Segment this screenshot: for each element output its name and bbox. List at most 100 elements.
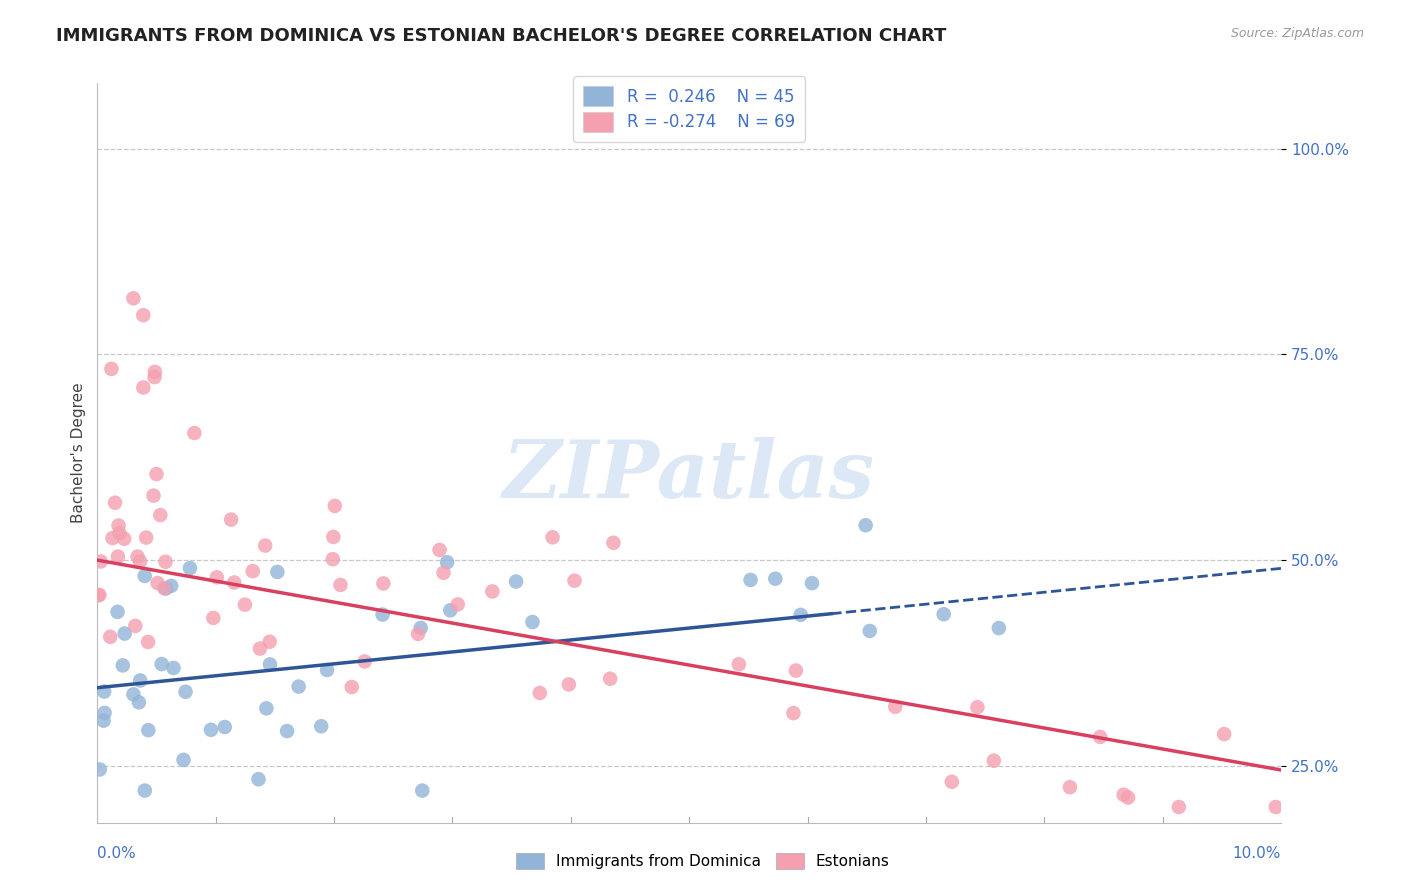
Point <box>149 508 172 522</box>
Point <box>740 573 762 587</box>
Text: 10.0%: 10.0% <box>1233 846 1281 861</box>
Point <box>541 530 564 544</box>
Point <box>134 569 156 583</box>
Point <box>224 575 246 590</box>
Point <box>143 370 166 384</box>
Point <box>129 673 152 688</box>
Point <box>558 677 581 691</box>
Point <box>1213 727 1236 741</box>
Point <box>316 663 339 677</box>
Point <box>127 549 149 564</box>
Point <box>183 425 205 440</box>
Point <box>763 572 786 586</box>
Point <box>142 489 165 503</box>
Point <box>522 615 544 629</box>
Point <box>353 655 375 669</box>
Point <box>93 714 115 728</box>
Point <box>219 512 242 526</box>
Point <box>564 574 586 588</box>
Point <box>145 467 167 481</box>
Point <box>254 701 277 715</box>
Point <box>107 518 129 533</box>
Point <box>150 657 173 671</box>
Point <box>411 783 433 797</box>
Point <box>214 720 236 734</box>
Point <box>153 581 176 595</box>
Point <box>160 579 183 593</box>
Point <box>205 570 228 584</box>
Point <box>801 576 824 591</box>
Point <box>855 518 877 533</box>
Point <box>276 724 298 739</box>
Point <box>789 607 811 622</box>
Point <box>112 532 135 546</box>
Point <box>107 605 129 619</box>
Point <box>259 634 281 648</box>
Point <box>859 624 882 638</box>
Point <box>134 783 156 797</box>
Point <box>114 626 136 640</box>
Point <box>155 582 177 596</box>
Point <box>135 531 157 545</box>
Point <box>782 706 804 720</box>
Point <box>136 635 159 649</box>
Point <box>602 536 624 550</box>
Legend: Immigrants from Dominica, Estonians: Immigrants from Dominica, Estonians <box>510 847 896 875</box>
Point <box>93 684 115 698</box>
Point <box>242 564 264 578</box>
Point <box>100 362 122 376</box>
Point <box>429 543 451 558</box>
Point <box>122 687 145 701</box>
Point <box>155 555 177 569</box>
Point <box>104 496 127 510</box>
Point <box>481 584 503 599</box>
Point <box>124 619 146 633</box>
Point <box>111 658 134 673</box>
Point <box>108 526 131 541</box>
Point <box>129 554 152 568</box>
Point <box>329 578 352 592</box>
Point <box>247 772 270 787</box>
Text: ZIPatlas: ZIPatlas <box>503 436 876 514</box>
Legend: R =  0.246    N = 45, R = -0.274    N = 69: R = 0.246 N = 45, R = -0.274 N = 69 <box>574 77 806 142</box>
Point <box>259 657 281 672</box>
Point <box>98 630 121 644</box>
Point <box>406 627 429 641</box>
Point <box>202 611 225 625</box>
Point <box>599 672 621 686</box>
Point <box>447 598 470 612</box>
Point <box>254 539 277 553</box>
Point <box>173 753 195 767</box>
Point <box>174 685 197 699</box>
Point <box>266 565 288 579</box>
Point <box>309 719 332 733</box>
Point <box>409 621 432 635</box>
Text: 0.0%: 0.0% <box>97 846 136 861</box>
Point <box>323 499 346 513</box>
Point <box>162 661 184 675</box>
Point <box>249 641 271 656</box>
Point <box>436 555 458 569</box>
Point <box>87 588 110 602</box>
Point <box>90 554 112 568</box>
Point <box>987 621 1010 635</box>
Point <box>932 607 955 622</box>
Point <box>93 706 115 720</box>
Point <box>884 699 907 714</box>
Point <box>322 552 344 566</box>
Point <box>1090 730 1112 744</box>
Point <box>143 365 166 379</box>
Point <box>529 686 551 700</box>
Point <box>941 774 963 789</box>
Point <box>179 561 201 575</box>
Point <box>1167 800 1189 814</box>
Point <box>132 380 155 394</box>
Point <box>966 700 988 714</box>
Point <box>89 763 111 777</box>
Point <box>432 566 454 580</box>
Point <box>132 308 155 322</box>
Point <box>89 588 111 602</box>
Point <box>1112 788 1135 802</box>
Point <box>122 291 145 305</box>
Point <box>322 530 344 544</box>
